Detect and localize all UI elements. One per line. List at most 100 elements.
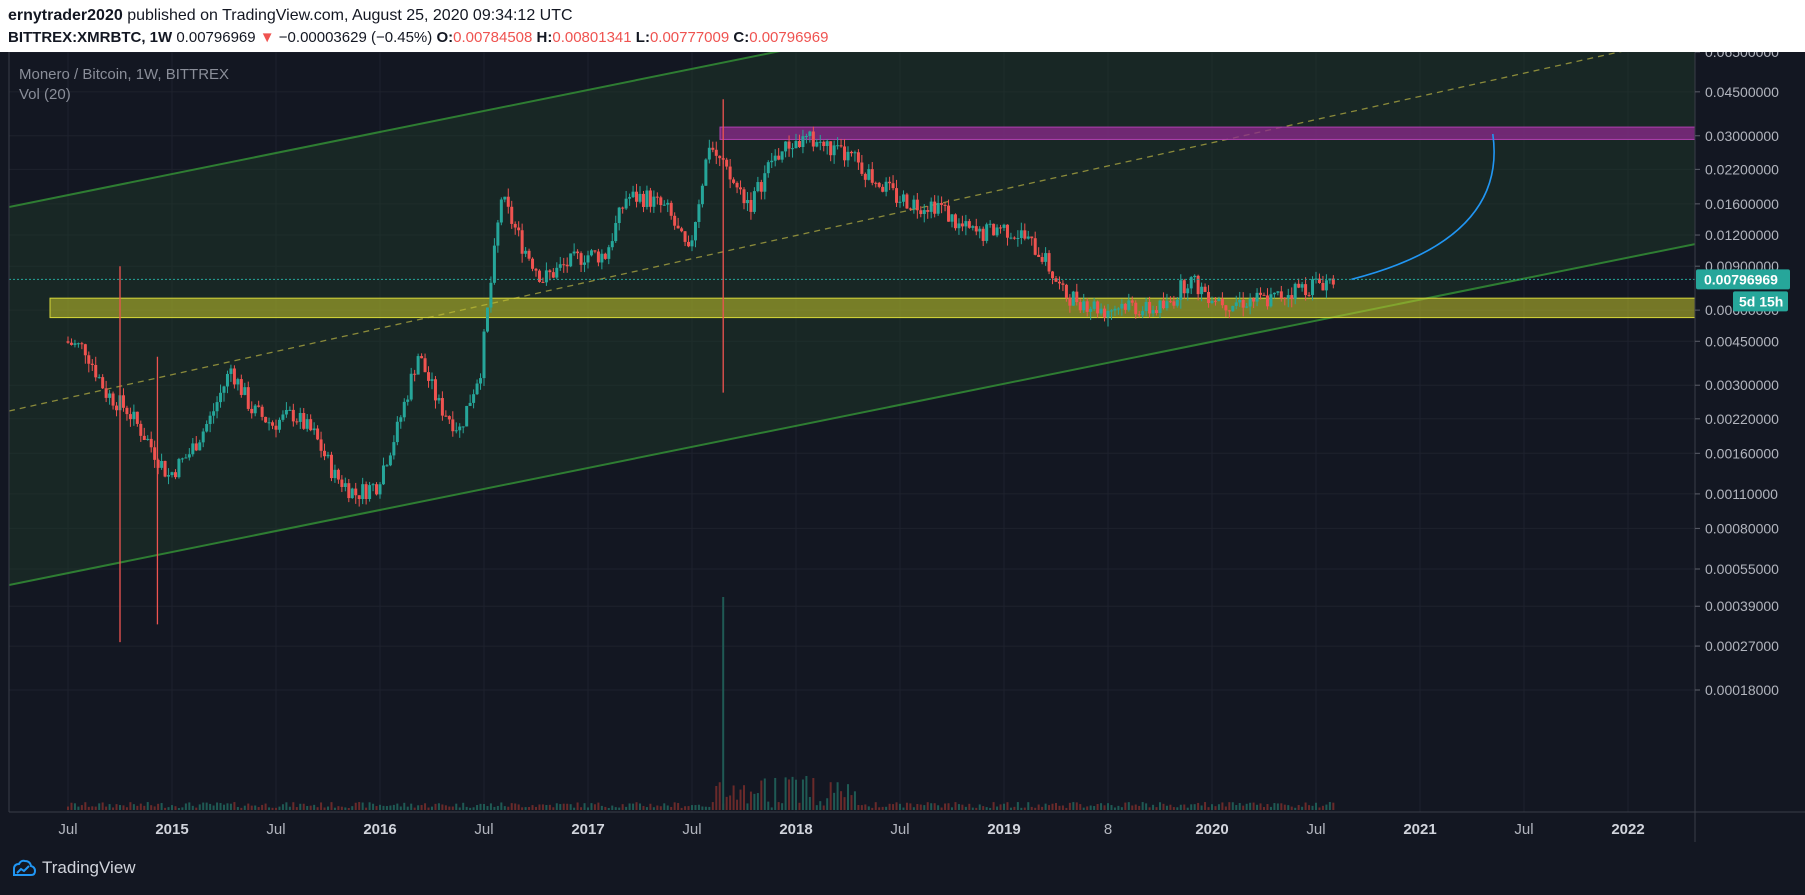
volume-bar <box>670 806 673 810</box>
last-price-tag-bg <box>1696 269 1790 290</box>
candle-body <box>146 438 150 441</box>
candle-body <box>423 358 427 373</box>
candle-body <box>562 264 566 266</box>
candle-body <box>874 182 878 184</box>
candle-body <box>76 343 80 345</box>
volume-bar <box>1211 804 1213 810</box>
tradingview-logo[interactable]: TradingView <box>10 858 136 878</box>
time-tick-label: Jul <box>1514 821 1533 838</box>
volume-bar <box>587 807 589 810</box>
price-chart[interactable]: 0.06500000 0.04500000 0.03000000 0.02200000… <box>0 52 1805 842</box>
candle-body <box>607 247 611 259</box>
channel-upper-line[interactable] <box>9 52 1695 208</box>
volume-bar <box>996 806 999 810</box>
volume-bar <box>226 803 229 810</box>
volume-bar <box>767 801 770 810</box>
volume-bar <box>982 806 985 810</box>
legend-title[interactable]: Monero / Bitcoin, 1W, BITTREX <box>19 66 230 83</box>
volume-bar <box>1037 804 1040 810</box>
candle-body <box>680 228 684 232</box>
candle-body <box>596 251 600 263</box>
price-axis[interactable]: 0.06500000 0.04500000 0.03000000 0.02200000… <box>1695 52 1779 698</box>
volume-bar <box>1061 805 1064 810</box>
candle-body <box>94 364 98 378</box>
volume-bar <box>1120 807 1123 810</box>
candle-body <box>891 183 895 189</box>
volume-bar <box>379 804 381 810</box>
candle-body <box>811 131 815 147</box>
volume-bar <box>902 807 905 810</box>
volume-bar <box>566 803 569 810</box>
volume-bar <box>514 803 517 810</box>
candle-body <box>115 405 119 411</box>
candle-body <box>364 484 368 499</box>
volume-bar <box>139 803 142 810</box>
chart-area[interactable] <box>0 52 1805 842</box>
candle-body <box>267 422 271 424</box>
volume-bar <box>261 804 264 810</box>
candle-body <box>357 495 361 500</box>
candle-body <box>517 227 521 231</box>
candle-body <box>347 483 351 499</box>
candle-body <box>440 398 444 416</box>
volume-bar <box>309 805 312 810</box>
volume-bar <box>84 802 87 810</box>
volume-bar <box>829 782 832 810</box>
time-axis[interactable]: Jul 2015 Jul 2016 Jul 2017 Jul 2018 Jul 2019 8 2020… <box>58 821 1644 838</box>
price-change: −0.00003629 (−0.45%) <box>278 29 433 46</box>
candle-body <box>177 459 181 478</box>
candle-body <box>926 210 930 212</box>
volume-bar <box>392 804 395 810</box>
tradingview-cloud-icon <box>13 859 36 876</box>
candle-body <box>215 402 219 412</box>
volume-bar <box>281 804 284 810</box>
volume-bar <box>989 807 992 810</box>
channel-median-line[interactable] <box>9 52 1695 412</box>
candle-body <box>558 264 562 268</box>
projection-curve[interactable] <box>1351 133 1495 281</box>
candle-body <box>1082 301 1086 311</box>
volume-bar <box>867 806 870 810</box>
candle-body <box>284 409 288 415</box>
volume-bar <box>933 803 936 810</box>
time-tick-label: 2022 <box>1611 821 1644 838</box>
volume-bar <box>410 803 413 810</box>
candle-body <box>153 447 157 460</box>
volume-bar <box>621 804 624 810</box>
volume-bar <box>850 795 853 810</box>
candle-body <box>1040 257 1044 262</box>
candle-body <box>936 202 940 214</box>
volume-bar <box>593 804 596 810</box>
candle-body <box>1057 281 1061 284</box>
volume-bar <box>580 807 583 810</box>
candle-body <box>995 227 999 236</box>
volume-bar <box>1280 803 1283 810</box>
support-zone-yellow[interactable] <box>49 297 1695 319</box>
last-price: 0.00796969 <box>176 29 256 46</box>
volume-bar <box>236 806 239 810</box>
candle-body <box>524 250 528 254</box>
volume-bar <box>198 804 201 810</box>
candle-body <box>648 190 652 207</box>
candle-body <box>326 454 330 457</box>
volume-bar <box>1200 805 1203 810</box>
candle-body <box>638 193 642 202</box>
volume-bar <box>496 805 499 810</box>
resistance-zone-purple[interactable] <box>719 126 1695 140</box>
legend-volume[interactable]: Vol (20) <box>19 86 71 103</box>
volume-bar <box>1159 802 1161 810</box>
volume-bar <box>843 797 846 810</box>
author-name[interactable]: ernytrader2020 <box>8 7 123 24</box>
volume-bar <box>1190 804 1193 810</box>
open-label: O: <box>436 29 454 46</box>
volume-bar <box>871 807 874 810</box>
volume-bar <box>188 802 191 810</box>
volume-bar <box>663 803 666 810</box>
candle-body <box>541 281 545 283</box>
candle-body <box>496 222 500 246</box>
price-tick-label: 0.00039000 <box>1705 598 1779 614</box>
candle-body <box>666 202 670 205</box>
volume-bar <box>684 806 687 810</box>
candle-body <box>659 197 663 206</box>
candle-body <box>981 228 985 241</box>
